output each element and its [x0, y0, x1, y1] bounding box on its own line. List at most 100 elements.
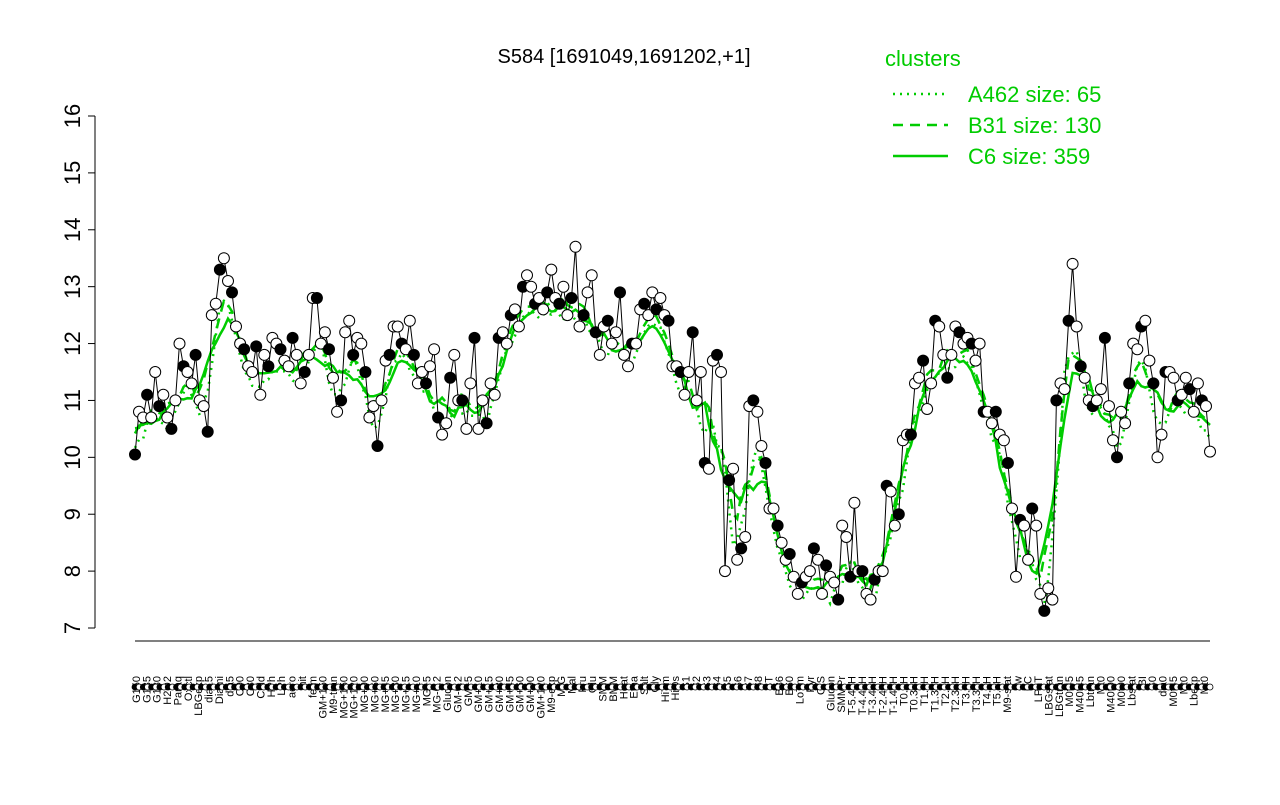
legend-label: C6 size: 359: [968, 144, 1090, 169]
data-point: [488, 388, 501, 401]
data-point: [141, 388, 154, 401]
data-point: [169, 394, 182, 407]
data-point: [367, 400, 380, 413]
data-point: [686, 326, 699, 339]
data-point: [662, 314, 675, 327]
data-point: [561, 309, 574, 322]
data-point: [1070, 320, 1083, 333]
data-point: [323, 343, 335, 356]
data-point: [545, 263, 558, 276]
data-point: [420, 377, 432, 390]
data-point: [715, 366, 727, 378]
data-point: [1155, 428, 1168, 441]
data-point: [1167, 371, 1180, 384]
data-point: [1183, 383, 1196, 396]
data-point: [719, 565, 731, 578]
data-point: [161, 411, 174, 424]
data-point: [609, 326, 622, 339]
data-point: [185, 377, 198, 390]
data-point: [1050, 394, 1063, 407]
data-point: [791, 587, 804, 600]
data-point: [892, 508, 905, 521]
data-point: [1204, 445, 1216, 458]
data-point: [484, 377, 497, 390]
data-point: [888, 519, 901, 532]
x-tick-label: Paraq: [173, 676, 185, 705]
data-point: [1010, 570, 1022, 583]
series-line-group: [134, 246, 1211, 612]
data-point: [1001, 457, 1014, 469]
data-point: [173, 337, 186, 350]
data-point: [250, 340, 263, 353]
data-point: [913, 371, 925, 384]
data-point: [933, 320, 946, 333]
data-point: [856, 565, 869, 578]
data-point: [816, 587, 828, 600]
data-point: [614, 286, 626, 299]
data-point: [969, 354, 982, 367]
data-point: [165, 422, 178, 435]
data-point: [1147, 377, 1160, 390]
data-point: [508, 303, 521, 316]
data-point: [921, 403, 934, 415]
data-point: [1098, 331, 1111, 344]
data-point: [1143, 354, 1156, 367]
cluster-line: [133, 303, 1211, 591]
data-point: [581, 286, 594, 299]
data-point: [751, 405, 764, 418]
data-point: [472, 422, 485, 435]
data-point: [925, 377, 938, 390]
data-point: [638, 297, 651, 310]
x-tick-labels: G150G135G180H2O2ParaqOxctlLBGexpdia15Dia…: [131, 675, 1211, 718]
data-point: [739, 531, 752, 543]
data-point: [246, 366, 259, 378]
data-point: [230, 320, 242, 333]
data-point: [436, 428, 449, 441]
x-tick-label: T3.0H: [961, 676, 973, 706]
data-point: [1107, 434, 1119, 447]
data-point: [512, 320, 525, 333]
x-tick-label: T5.0H: [992, 676, 1004, 706]
data-point: [812, 553, 824, 566]
y-tick-label: 13: [60, 274, 85, 298]
data-point: [690, 394, 703, 407]
data-point: [145, 411, 158, 424]
data-point: [1042, 582, 1055, 595]
data-point: [318, 326, 331, 339]
x-tick-label: nit: [297, 676, 309, 688]
y-tick-label: 15: [60, 161, 85, 185]
data-point: [375, 394, 388, 407]
y-tick-label: 14: [60, 218, 85, 242]
data-point: [343, 314, 356, 327]
data-point: [217, 252, 230, 265]
data-point: [605, 337, 618, 350]
data-point: [1090, 394, 1103, 407]
data-point: [456, 394, 469, 407]
data-point: [775, 536, 788, 549]
x-tick-label: T2.0H: [940, 676, 952, 706]
data-point: [884, 485, 897, 498]
data-point: [226, 286, 238, 299]
y-tick-label: 9: [60, 508, 85, 520]
data-point: [521, 269, 533, 282]
data-point: [654, 292, 667, 304]
data-point: [391, 320, 404, 333]
data-point: [399, 343, 412, 356]
y-tick-label: 10: [60, 445, 85, 469]
data-point: [1018, 519, 1031, 532]
x-tick-label: T0.0H: [898, 676, 910, 706]
data-point: [1094, 383, 1107, 396]
data-point: [424, 360, 436, 373]
data-point: [415, 366, 428, 378]
data-point: [840, 531, 853, 543]
legend-label: B31 size: 130: [968, 113, 1101, 138]
data-point: [941, 371, 954, 384]
data-point: [1034, 587, 1047, 600]
data-point: [440, 417, 453, 430]
data-point: [985, 417, 998, 430]
data-point: [149, 366, 162, 378]
data-point: [1074, 360, 1087, 373]
data-point: [262, 360, 275, 373]
